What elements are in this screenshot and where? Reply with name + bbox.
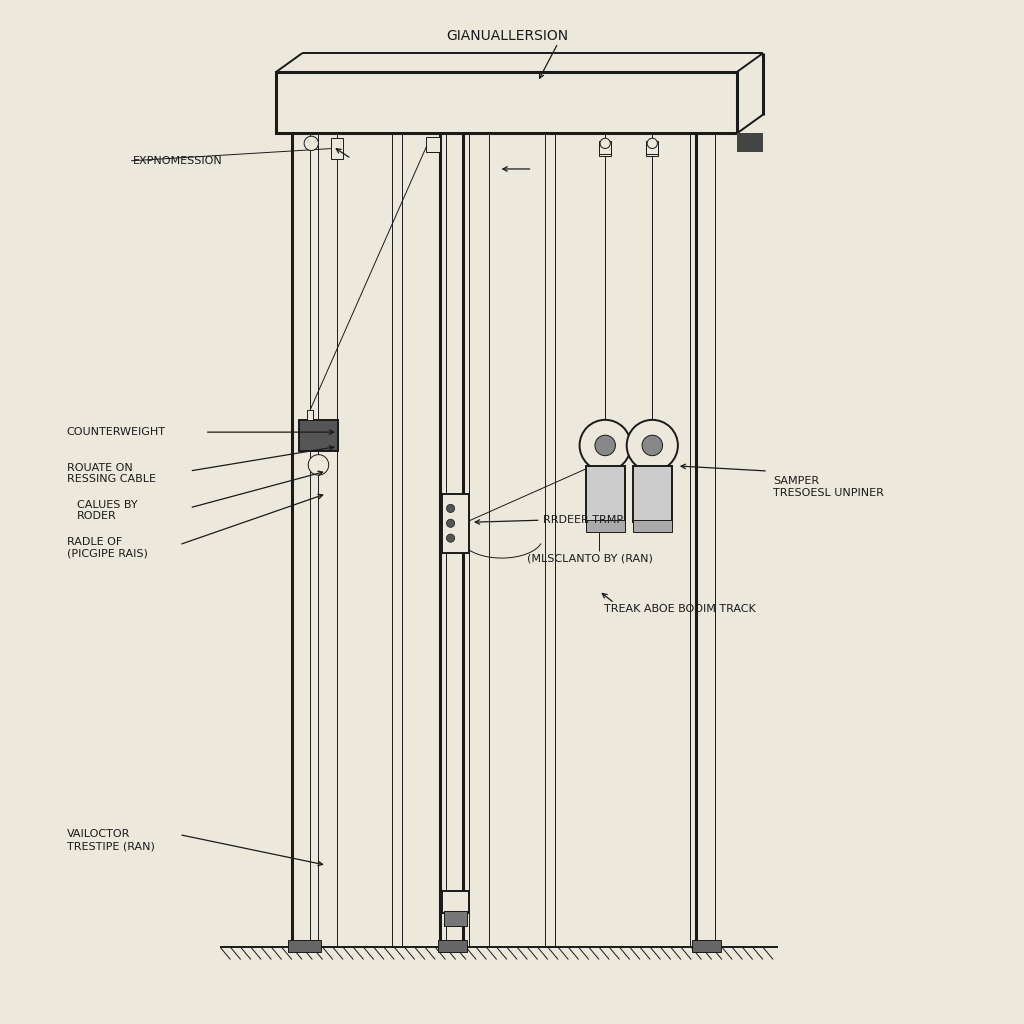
Bar — [288, 940, 321, 952]
Bar — [442, 891, 469, 913]
Bar — [426, 137, 440, 152]
Bar — [307, 410, 313, 420]
Circle shape — [647, 138, 657, 148]
Text: RADLE OF
(PICGIPE RAIS): RADLE OF (PICGIPE RAIS) — [67, 537, 147, 558]
Text: CALUES BY
RODER: CALUES BY RODER — [77, 500, 137, 521]
Bar — [599, 143, 611, 156]
Circle shape — [304, 136, 318, 151]
Bar — [633, 466, 672, 522]
Text: ROUATE ON
RESSING CABLE: ROUATE ON RESSING CABLE — [67, 463, 156, 484]
Circle shape — [595, 435, 615, 456]
Bar — [692, 940, 721, 952]
Text: GIANUALLERSION: GIANUALLERSION — [445, 29, 568, 43]
Bar — [438, 940, 467, 952]
Circle shape — [446, 504, 455, 512]
Bar — [737, 133, 763, 152]
Circle shape — [642, 435, 663, 456]
Bar — [586, 520, 625, 532]
Bar — [276, 72, 737, 133]
Bar — [299, 420, 338, 451]
Text: TREAK ABOE BOOIM TRACK: TREAK ABOE BOOIM TRACK — [604, 604, 756, 614]
Text: (MLSCLANTO BY (RAN): (MLSCLANTO BY (RAN) — [527, 553, 653, 563]
Text: COUNTERWEIGHT: COUNTERWEIGHT — [67, 427, 166, 437]
Circle shape — [627, 420, 678, 471]
Circle shape — [446, 519, 455, 527]
Circle shape — [446, 535, 455, 543]
Bar — [331, 138, 343, 159]
Bar — [599, 141, 611, 154]
Text: VAILOCTOR
TRESTIPE (RAN): VAILOCTOR TRESTIPE (RAN) — [67, 829, 155, 851]
Bar — [586, 466, 625, 522]
Circle shape — [580, 420, 631, 471]
Bar — [633, 520, 672, 532]
Circle shape — [308, 455, 329, 475]
Bar — [646, 141, 658, 154]
Circle shape — [600, 138, 610, 148]
Bar — [444, 911, 467, 926]
Bar — [442, 494, 469, 553]
Text: SAMPER
TRESOESL UNPINER: SAMPER TRESOESL UNPINER — [773, 476, 884, 498]
Text: RRDEER TRMP: RRDEER TRMP — [543, 515, 623, 525]
Bar — [646, 143, 658, 156]
Text: EXPNOMESSION: EXPNOMESSION — [133, 156, 223, 166]
